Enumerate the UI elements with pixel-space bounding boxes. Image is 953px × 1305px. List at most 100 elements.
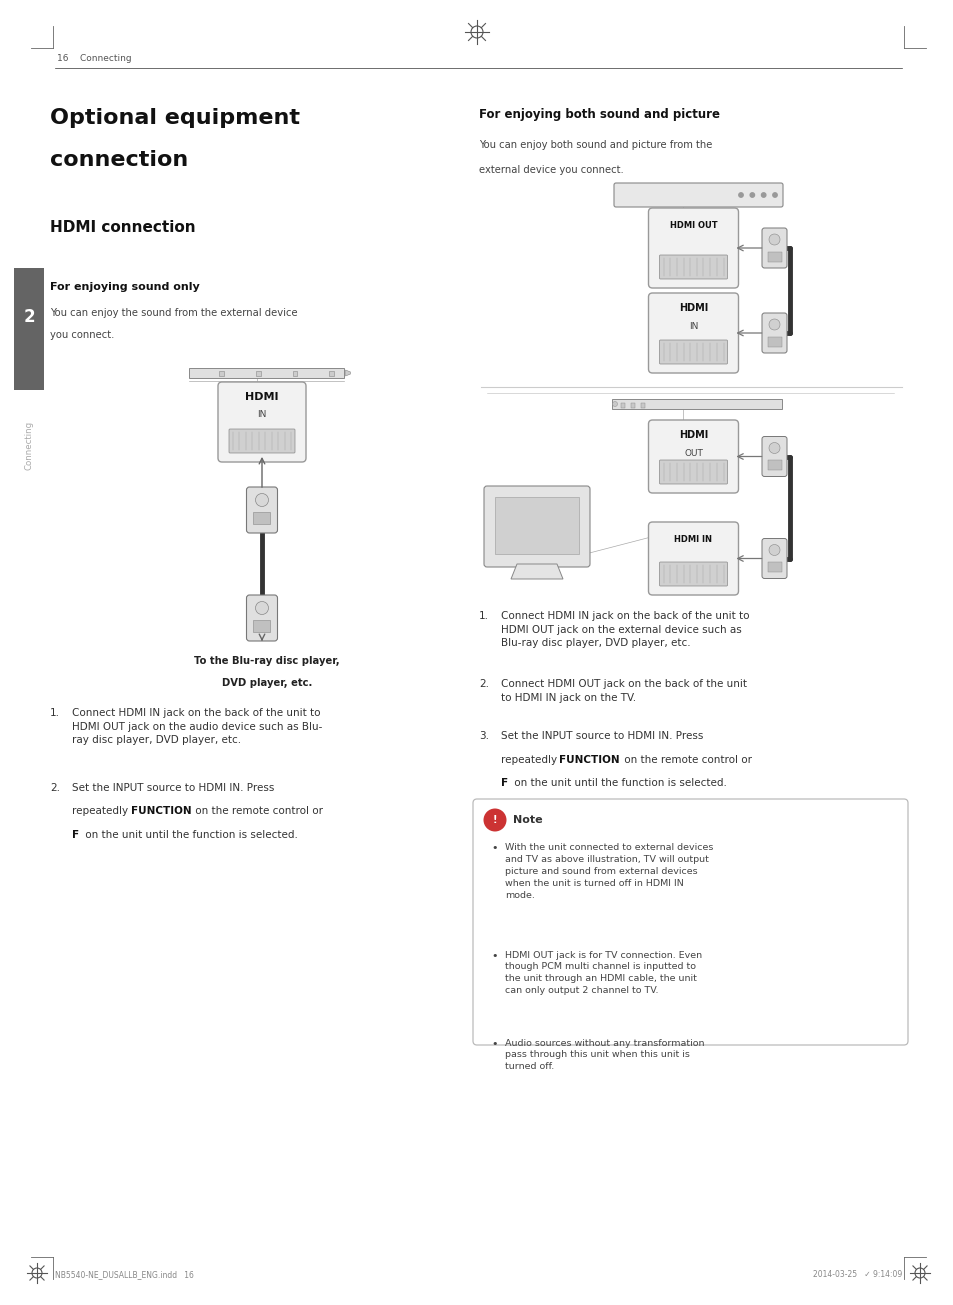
Text: IN: IN: [257, 410, 267, 419]
Text: F: F: [71, 830, 79, 840]
FancyBboxPatch shape: [229, 429, 294, 453]
Text: Set the INPUT source to HDMI IN. Press: Set the INPUT source to HDMI IN. Press: [71, 783, 274, 793]
Text: HDMI: HDMI: [679, 431, 707, 440]
Circle shape: [768, 544, 780, 556]
Text: Note: Note: [513, 816, 542, 825]
FancyBboxPatch shape: [218, 382, 306, 462]
Text: DVD player, etc.: DVD player, etc.: [222, 679, 312, 688]
Text: To the Blu-ray disc player,: To the Blu-ray disc player,: [194, 656, 339, 666]
Text: 2.: 2.: [478, 679, 489, 689]
Text: FUNCTION: FUNCTION: [131, 806, 191, 817]
Text: Connecting: Connecting: [25, 420, 33, 470]
Circle shape: [760, 193, 765, 197]
Bar: [329, 372, 334, 377]
Bar: [256, 372, 260, 377]
Bar: [219, 372, 224, 377]
FancyBboxPatch shape: [648, 420, 738, 493]
Text: Optional equipment: Optional equipment: [50, 108, 299, 128]
FancyBboxPatch shape: [761, 313, 786, 352]
Text: external device you connect.: external device you connect.: [478, 164, 623, 175]
Text: •: •: [491, 950, 497, 960]
Text: Connect HDMI IN jack on the back of the unit to
HDMI OUT jack on the external de: Connect HDMI IN jack on the back of the …: [500, 611, 749, 649]
Text: Audio sources without any transformation
pass through this unit when this unit i: Audio sources without any transformation…: [504, 1039, 703, 1071]
Circle shape: [255, 493, 268, 506]
Text: repeatedly: repeatedly: [500, 754, 559, 765]
Text: You can enjoy both sound and picture from the: You can enjoy both sound and picture fro…: [478, 140, 712, 150]
FancyBboxPatch shape: [659, 562, 727, 586]
Text: HDMI IN: HDMI IN: [674, 535, 712, 544]
Circle shape: [768, 318, 780, 330]
Text: Set the INPUT source to HDMI IN. Press: Set the INPUT source to HDMI IN. Press: [500, 731, 702, 741]
Text: HDMI OUT jack is for TV connection. Even
though PCM multi channel is inputted to: HDMI OUT jack is for TV connection. Even…: [504, 950, 701, 996]
Text: •: •: [491, 843, 497, 853]
Circle shape: [749, 193, 754, 197]
Text: F: F: [500, 778, 508, 788]
Circle shape: [255, 602, 268, 615]
Circle shape: [768, 234, 780, 245]
Polygon shape: [345, 371, 350, 376]
Text: 2.: 2.: [50, 783, 60, 793]
Text: You can enjoy the sound from the external device: You can enjoy the sound from the externa…: [50, 308, 297, 318]
Text: HDMI OUT: HDMI OUT: [669, 221, 717, 230]
Text: Connect HDMI OUT jack on the back of the unit
to HDMI IN jack on the TV.: Connect HDMI OUT jack on the back of the…: [500, 679, 746, 702]
FancyBboxPatch shape: [483, 485, 589, 566]
Text: 2: 2: [23, 308, 34, 326]
Bar: [14, 268, 44, 390]
Bar: [253, 620, 271, 632]
Text: OUT: OUT: [683, 449, 702, 458]
Text: 3.: 3.: [478, 731, 489, 741]
Text: HDMI: HDMI: [679, 303, 707, 313]
Bar: [190, 368, 344, 378]
FancyBboxPatch shape: [761, 539, 786, 578]
Text: HDMI connection: HDMI connection: [50, 221, 195, 235]
Text: you connect.: you connect.: [50, 330, 114, 341]
Text: FUNCTION: FUNCTION: [558, 754, 619, 765]
Bar: [767, 459, 781, 470]
Text: For enjoying sound only: For enjoying sound only: [50, 282, 199, 292]
Circle shape: [738, 193, 742, 197]
Text: on the remote control or: on the remote control or: [620, 754, 752, 765]
Text: Connect HDMI IN jack on the back of the unit to
HDMI OUT jack on the audio devic: Connect HDMI IN jack on the back of the …: [71, 709, 322, 745]
Bar: [767, 337, 781, 347]
FancyBboxPatch shape: [614, 183, 782, 207]
Bar: [620, 402, 624, 407]
Text: !: !: [493, 814, 497, 825]
Text: 16    Connecting: 16 Connecting: [57, 54, 132, 63]
FancyBboxPatch shape: [648, 522, 738, 595]
Bar: [630, 402, 635, 407]
Text: 1.: 1.: [50, 709, 60, 718]
Polygon shape: [511, 564, 562, 579]
Text: For enjoying both sound and picture: For enjoying both sound and picture: [478, 108, 720, 121]
FancyBboxPatch shape: [473, 799, 907, 1045]
FancyBboxPatch shape: [761, 436, 786, 476]
Bar: [612, 399, 781, 408]
Circle shape: [768, 442, 780, 454]
FancyBboxPatch shape: [761, 228, 786, 268]
Text: NB5540-NE_DUSALLB_ENG.indd   16: NB5540-NE_DUSALLB_ENG.indd 16: [55, 1270, 193, 1279]
Bar: [293, 372, 297, 377]
FancyBboxPatch shape: [648, 294, 738, 373]
Text: repeatedly: repeatedly: [71, 806, 132, 817]
FancyBboxPatch shape: [659, 459, 727, 484]
Text: HDMI: HDMI: [245, 392, 278, 402]
FancyBboxPatch shape: [659, 341, 727, 364]
Text: IN: IN: [688, 322, 698, 331]
FancyBboxPatch shape: [246, 487, 277, 532]
Circle shape: [483, 809, 506, 831]
Text: With the unit connected to external devices
and TV as above illustration, TV wil: With the unit connected to external devi…: [504, 843, 713, 899]
Bar: [640, 402, 644, 407]
Bar: [253, 512, 271, 525]
Text: on the unit until the function is selected.: on the unit until the function is select…: [82, 830, 297, 840]
FancyBboxPatch shape: [246, 595, 277, 641]
Bar: [767, 562, 781, 572]
Text: 2014-03-25   ✓ 9:14:09: 2014-03-25 ✓ 9:14:09: [812, 1270, 901, 1279]
Text: on the remote control or: on the remote control or: [193, 806, 323, 817]
Text: •: •: [491, 1039, 497, 1048]
FancyBboxPatch shape: [648, 207, 738, 288]
Bar: [767, 252, 781, 261]
Text: connection: connection: [50, 150, 188, 170]
FancyBboxPatch shape: [659, 254, 727, 279]
Text: 1.: 1.: [478, 611, 489, 621]
Bar: [495, 497, 578, 555]
Text: on the unit until the function is selected.: on the unit until the function is select…: [511, 778, 726, 788]
